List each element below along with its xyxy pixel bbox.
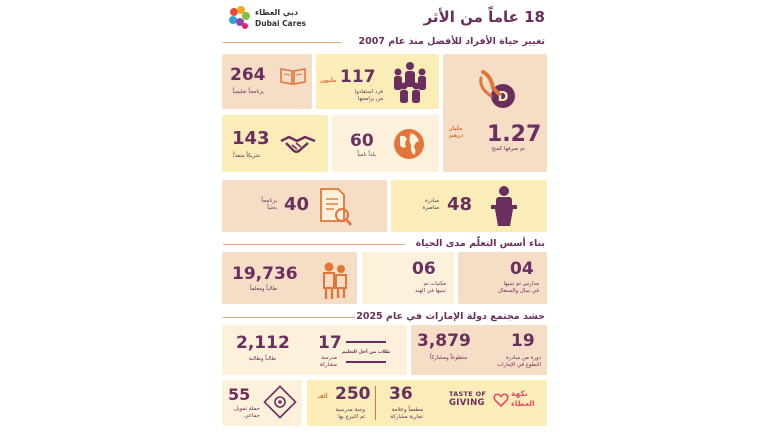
section-title-3: حشد مجتمع دولة الإمارات في عام 2025 [356, 311, 545, 322]
svg-text:D: D [498, 90, 509, 105]
stat-card-research: 40 برنامجاً بحثياً [222, 180, 387, 232]
hands-logo-icon [229, 6, 250, 29]
stat-value: 264 [230, 65, 266, 85]
stat-value: 48 [447, 194, 473, 215]
stat-label-2: تم التبرع بها [338, 414, 365, 420]
globe-icon [394, 129, 424, 159]
stat-value: 04 [510, 259, 534, 279]
stat-card-beneficiaries: 117 مليون فرد استفادوا من برامجها [316, 54, 439, 109]
stat-unit: ألف [317, 394, 328, 400]
taste-of-giving-logo: TASTE OF GIVING نكهة العطاء [445, 388, 541, 418]
divider [375, 386, 376, 420]
coin-hand-icon: D [479, 70, 515, 108]
stat-label: طالباً ومعلماً [249, 286, 277, 292]
stat-label-1: مكتبات تم [423, 281, 446, 287]
stat-label: برنامجاً تعليمياً [232, 89, 264, 95]
stat-card-partners: 143 شريكاً منفذاً [222, 115, 328, 172]
stat-value: 17 [318, 333, 342, 353]
stat-card-volunteers: 3,879 متطوعاً ومشاركاً 19 دورة من مبادرة… [411, 325, 547, 375]
stat-card-community: 2,112 طالباً وطالبة 17 مدرسة مشاركة طلاب… [222, 325, 407, 375]
taste-arabic-2: العطاء [511, 399, 535, 408]
stat-label: بلداً نامياً [357, 152, 376, 158]
badge-text: طلاب من أجل التعليم [341, 349, 391, 355]
stat-label: متطوعاً ومشاركاً [429, 355, 467, 361]
stat-unit-2: درهم [449, 133, 464, 139]
stat-label-1: مدارس تم تبنيها [503, 281, 539, 287]
podium-icon [491, 186, 517, 226]
stat-unit: مليون [320, 78, 337, 84]
stat-label-1: مبادرة [425, 198, 439, 204]
stat-card-schools: 04 مدارس تم تبنيها في نيبال والسنغال [458, 252, 547, 304]
taste-arabic-1: نكهة [511, 389, 528, 398]
students-for-education-badge: طلاب من أجل التعليم [342, 341, 390, 363]
section-divider [223, 317, 355, 318]
stat-value: 55 [228, 385, 251, 404]
stat-label-2: تجارية مشاركة [390, 414, 423, 420]
stat-label-2: مناصرة [422, 205, 439, 211]
stat-card-libraries: 06 مكتبات تم تبنيها في الهند [362, 252, 454, 304]
people-icon [394, 62, 426, 103]
stat-card-campaigns: 55 حملة تمويل جماعي [222, 380, 302, 426]
stat-label: طالباً وطالبة [248, 356, 276, 362]
stat-value: 1.27 [487, 122, 542, 147]
students-icon [323, 262, 347, 299]
stat-label-2: في نيبال والسنغال [497, 288, 539, 294]
section-divider [223, 42, 341, 43]
stat-label-2: تبنيها في الهند [414, 288, 446, 294]
stat-value: 2,112 [236, 333, 290, 353]
page-title: 18 عاماً من الأثر [423, 8, 545, 26]
stat-card-taste-of-giving: 250 ألف وجبة مدرسية تم التبرع بها 36 مطع… [307, 380, 547, 426]
taste-line-1: TASTE OF [449, 390, 487, 398]
stat-label-1: مدرسة [321, 355, 337, 361]
section-title-2: بناء أسس التعلّم مدى الحياة [415, 238, 545, 249]
stat-value: 143 [232, 128, 270, 149]
stat-card-advocacy: 48 مبادرة مناصرة [391, 180, 547, 232]
stat-card-countries: 60 بلداً نامياً [332, 115, 439, 172]
handshake-icon [280, 135, 316, 153]
taste-line-2: GIVING [449, 398, 485, 408]
stat-value: 19,736 [232, 264, 298, 284]
section-divider [223, 244, 405, 245]
stat-value: 117 [340, 67, 376, 87]
stat-label-1: حملة تمويل [234, 406, 260, 412]
stat-label-2: جماعي [244, 413, 260, 419]
stat-label-1: وجبة مدرسية [335, 407, 365, 413]
section-title-1: تغيير حياة الأفراد للأفضل منذ عام 2007 [358, 36, 546, 47]
stat-value: 19 [511, 331, 535, 351]
stat-card-spent: D 1.27 مليار درهم تم صرفها كمنح [443, 54, 547, 172]
stat-value: 3,879 [417, 331, 471, 351]
stat-unit-1: مليار [449, 126, 463, 132]
logo-english: Dubai Cares [255, 19, 306, 28]
stat-label-1: فرد استفادوا [354, 89, 383, 95]
stat-label: شريكاً منفذاً [233, 153, 260, 159]
stat-value: 60 [350, 131, 374, 151]
stat-value: 06 [412, 259, 436, 279]
stat-value: 40 [284, 194, 310, 215]
stat-label-2: من برامجها [357, 96, 383, 102]
book-icon [280, 68, 306, 85]
stat-value: 250 [335, 384, 371, 404]
report-icon [320, 188, 352, 226]
stat-label-2: بحثياً [267, 205, 277, 211]
logo: دبي العطاء Dubai Cares [225, 4, 313, 32]
infographic-poster: دبي العطاء Dubai Cares 18 عاماً من الأثر… [219, 0, 551, 432]
stat-label-1: مطعماً وعلامة [391, 407, 423, 413]
stat-label-2: مشاركة [319, 362, 337, 368]
logo-arabic: دبي العطاء [255, 8, 299, 17]
stat-label-2: التطوع في الإمارات [497, 362, 541, 368]
stat-value: 36 [389, 384, 413, 404]
stat-label-1: دورة من مبادرة [506, 355, 541, 361]
stat-label-1: برنامجاً [261, 198, 277, 204]
stat-card-students: 19,736 طالباً ومعلماً [222, 252, 357, 304]
crowdfund-icon [263, 385, 297, 419]
stat-label: تم صرفها كمنح [491, 146, 525, 152]
stat-card-programs: 264 برنامجاً تعليمياً [222, 54, 312, 109]
heart-icon [493, 393, 509, 408]
